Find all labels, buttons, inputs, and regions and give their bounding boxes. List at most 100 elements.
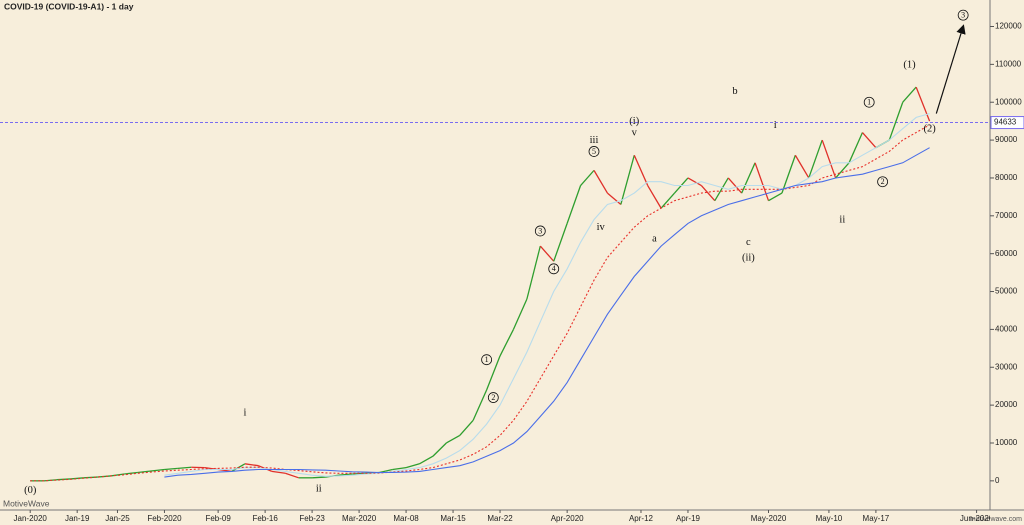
wave-circle	[487, 392, 499, 403]
y-tick-label: 30000	[995, 362, 1018, 371]
wave-label: (i)	[629, 116, 639, 127]
close-segment	[566, 185, 582, 224]
wave-label: (ii)	[742, 252, 755, 263]
close-segment	[902, 86, 917, 103]
close-segment	[915, 86, 931, 122]
wave-label: v	[632, 127, 638, 138]
wave-label: 5	[592, 147, 596, 156]
wave-circle	[863, 96, 875, 108]
x-tick-label: Mar-22	[487, 514, 513, 523]
y-tick-label: 100000	[995, 97, 1022, 106]
wave-label: b	[732, 86, 737, 97]
x-tick-label: Feb-23	[299, 514, 325, 523]
y-tick-label: 50000	[995, 287, 1018, 296]
y-tick-label: 10000	[995, 438, 1018, 447]
close-segment	[446, 434, 461, 444]
x-tick-label: Jan-19	[65, 514, 90, 523]
footer: motivewave.com	[970, 516, 1022, 523]
y-tick-label: 120000	[995, 22, 1022, 31]
close-segment	[244, 463, 259, 467]
wave-label: iii	[590, 135, 599, 146]
close-segment	[647, 185, 662, 209]
wave-circle	[481, 354, 493, 366]
y-tick-label: 40000	[995, 325, 1018, 334]
close-segment	[312, 476, 326, 479]
close-segment	[486, 355, 501, 391]
close-segment	[781, 155, 796, 194]
close-segment	[660, 192, 676, 209]
x-tick-label: May-10	[816, 514, 843, 523]
projection-arrow	[935, 24, 966, 114]
wave-label: (0)	[24, 485, 37, 496]
x-tick-label: Apr-12	[629, 514, 654, 523]
close-segment	[285, 472, 299, 479]
wave-label: (2)	[923, 124, 936, 135]
close-segment	[714, 177, 729, 201]
wave-label: 1	[867, 98, 871, 107]
close-segment	[607, 192, 622, 205]
close-segment	[700, 185, 716, 202]
x-tick-label: Feb-2020	[147, 514, 182, 523]
close-segment	[110, 473, 125, 477]
x-tick-label: May-2020	[751, 514, 787, 523]
wave-circle	[534, 225, 546, 237]
close-segment	[687, 177, 702, 187]
close-segment	[405, 463, 420, 469]
close-segment	[580, 169, 595, 186]
close-segment	[553, 223, 568, 262]
close-segment	[124, 471, 138, 475]
x-tick-label: Apr-2020	[551, 514, 584, 523]
wave-circle	[957, 9, 969, 21]
moving-average	[30, 124, 930, 482]
wave-label: ii	[839, 215, 845, 226]
x-tick-label: Feb-09	[205, 514, 231, 523]
close-segment	[754, 162, 770, 201]
y-tick-label: 80000	[995, 173, 1018, 182]
y-tick-label: 90000	[995, 135, 1018, 144]
x-tick-label: Mar-2020	[342, 514, 377, 523]
close-segment	[164, 467, 178, 471]
close-segment	[888, 102, 904, 141]
moving-average	[164, 147, 930, 478]
close-segment	[432, 442, 447, 457]
moving-average	[164, 113, 930, 477]
close-segment	[70, 477, 84, 480]
close-segment	[150, 468, 165, 472]
close-segment	[620, 155, 635, 205]
close-segment	[593, 170, 608, 194]
wave-circle	[548, 263, 560, 275]
close-segment	[137, 470, 152, 474]
y-tick-label: 70000	[995, 211, 1018, 220]
close-segment	[794, 154, 810, 179]
reference-label: 94633	[994, 118, 1017, 127]
close-segment	[177, 466, 192, 469]
close-segment	[392, 466, 407, 471]
close-segment	[727, 177, 743, 194]
wave-label: i	[774, 120, 777, 131]
wave-label: iv	[597, 222, 606, 233]
wave-label: ii	[316, 483, 322, 494]
wave-label: 1	[485, 355, 489, 364]
close-segment	[271, 470, 286, 474]
close-segment	[741, 162, 756, 194]
wave-circle	[588, 146, 600, 157]
x-tick-label: Mar-15	[440, 514, 466, 523]
wave-circle	[877, 176, 889, 188]
watermark: MotiveWave	[3, 498, 50, 508]
x-ticks: Jan-2020 Jan-19 Jan-25 Feb-2020 Feb-09 Feb-16…	[14, 510, 990, 523]
x-tick-label: May-17	[863, 514, 890, 523]
close-segment	[338, 473, 353, 476]
close-segment	[459, 419, 474, 436]
y-tick-label: 0	[995, 476, 1000, 485]
close-segment	[835, 162, 850, 179]
wave-label: 4	[552, 264, 556, 273]
wave-label: 2	[881, 177, 885, 186]
y-tick-label: 60000	[995, 249, 1018, 258]
close-segment	[419, 455, 434, 465]
wave-label: 3	[538, 226, 542, 235]
chart-title: COVID-19 (COVID-19-A1) - 1 day	[4, 1, 134, 11]
wave-label: c	[746, 237, 751, 248]
axes: 0 10000 20000 30000 40000 50000 60000 70000 8000…	[14, 22, 1024, 523]
